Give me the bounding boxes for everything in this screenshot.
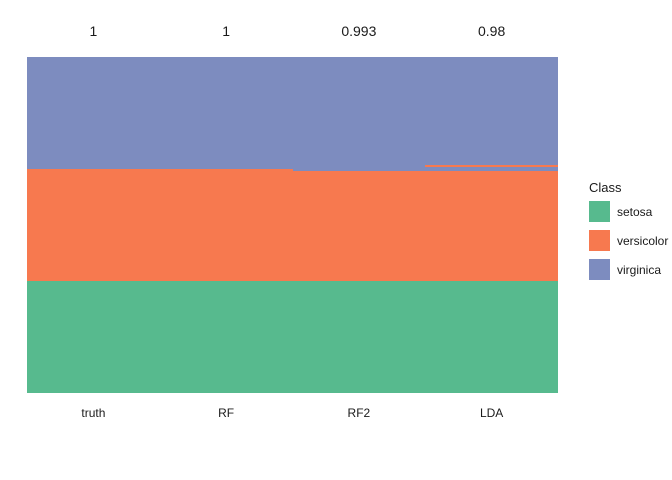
- accuracy-label-LDA: 0.98: [478, 23, 506, 39]
- x-axis-labels-row: truth RF RF2 LDA: [27, 406, 558, 420]
- legend-swatch-versicolor: [589, 230, 610, 251]
- segment-versicolor: [292, 171, 426, 281]
- legend-swatch-setosa: [589, 201, 610, 222]
- segment-setosa: [27, 281, 160, 393]
- legend-item-setosa: setosa: [589, 201, 668, 222]
- legend: Class setosa versicolor virginica: [589, 180, 668, 288]
- segment-virginica: [292, 57, 426, 172]
- segment-setosa: [159, 281, 293, 393]
- accuracy-labels-row: 1 1 0.993 0.98: [27, 23, 558, 39]
- plot-panel: [27, 57, 558, 393]
- x-axis-label-RF2: RF2: [347, 406, 371, 420]
- segment-virginica: [425, 166, 558, 172]
- column-LDA: [425, 57, 558, 393]
- segment-virginica: [159, 57, 293, 169]
- segment-versicolor: [425, 164, 558, 167]
- x-axis-label-truth: truth: [81, 406, 106, 420]
- legend-title: Class: [589, 180, 622, 195]
- x-axis-label-LDA: LDA: [479, 406, 504, 420]
- legend-item-versicolor: versicolor: [589, 230, 668, 251]
- segment-virginica: [27, 57, 160, 169]
- segment-virginica: [425, 57, 558, 165]
- segment-versicolor: [425, 171, 558, 281]
- legend-swatch-virginica: [589, 259, 610, 280]
- legend-label-virginica: virginica: [617, 262, 662, 277]
- segment-versicolor: [27, 169, 160, 281]
- x-axis-label-RF: RF: [218, 406, 235, 420]
- column-RF2: [292, 57, 426, 393]
- column-RF: [159, 57, 293, 393]
- accuracy-label-truth: 1: [89, 23, 98, 39]
- segment-setosa: [425, 280, 558, 393]
- segment-setosa: [292, 280, 426, 393]
- column-truth: [27, 57, 160, 393]
- accuracy-label-RF: 1: [222, 23, 231, 39]
- legend-label-versicolor: versicolor: [617, 233, 669, 248]
- legend-item-virginica: virginica: [589, 259, 668, 280]
- legend-label-setosa: setosa: [617, 204, 653, 219]
- accuracy-label-RF2: 0.993: [341, 23, 377, 39]
- segment-versicolor: [159, 169, 293, 281]
- legend-items: setosa versicolor virginica: [589, 201, 668, 280]
